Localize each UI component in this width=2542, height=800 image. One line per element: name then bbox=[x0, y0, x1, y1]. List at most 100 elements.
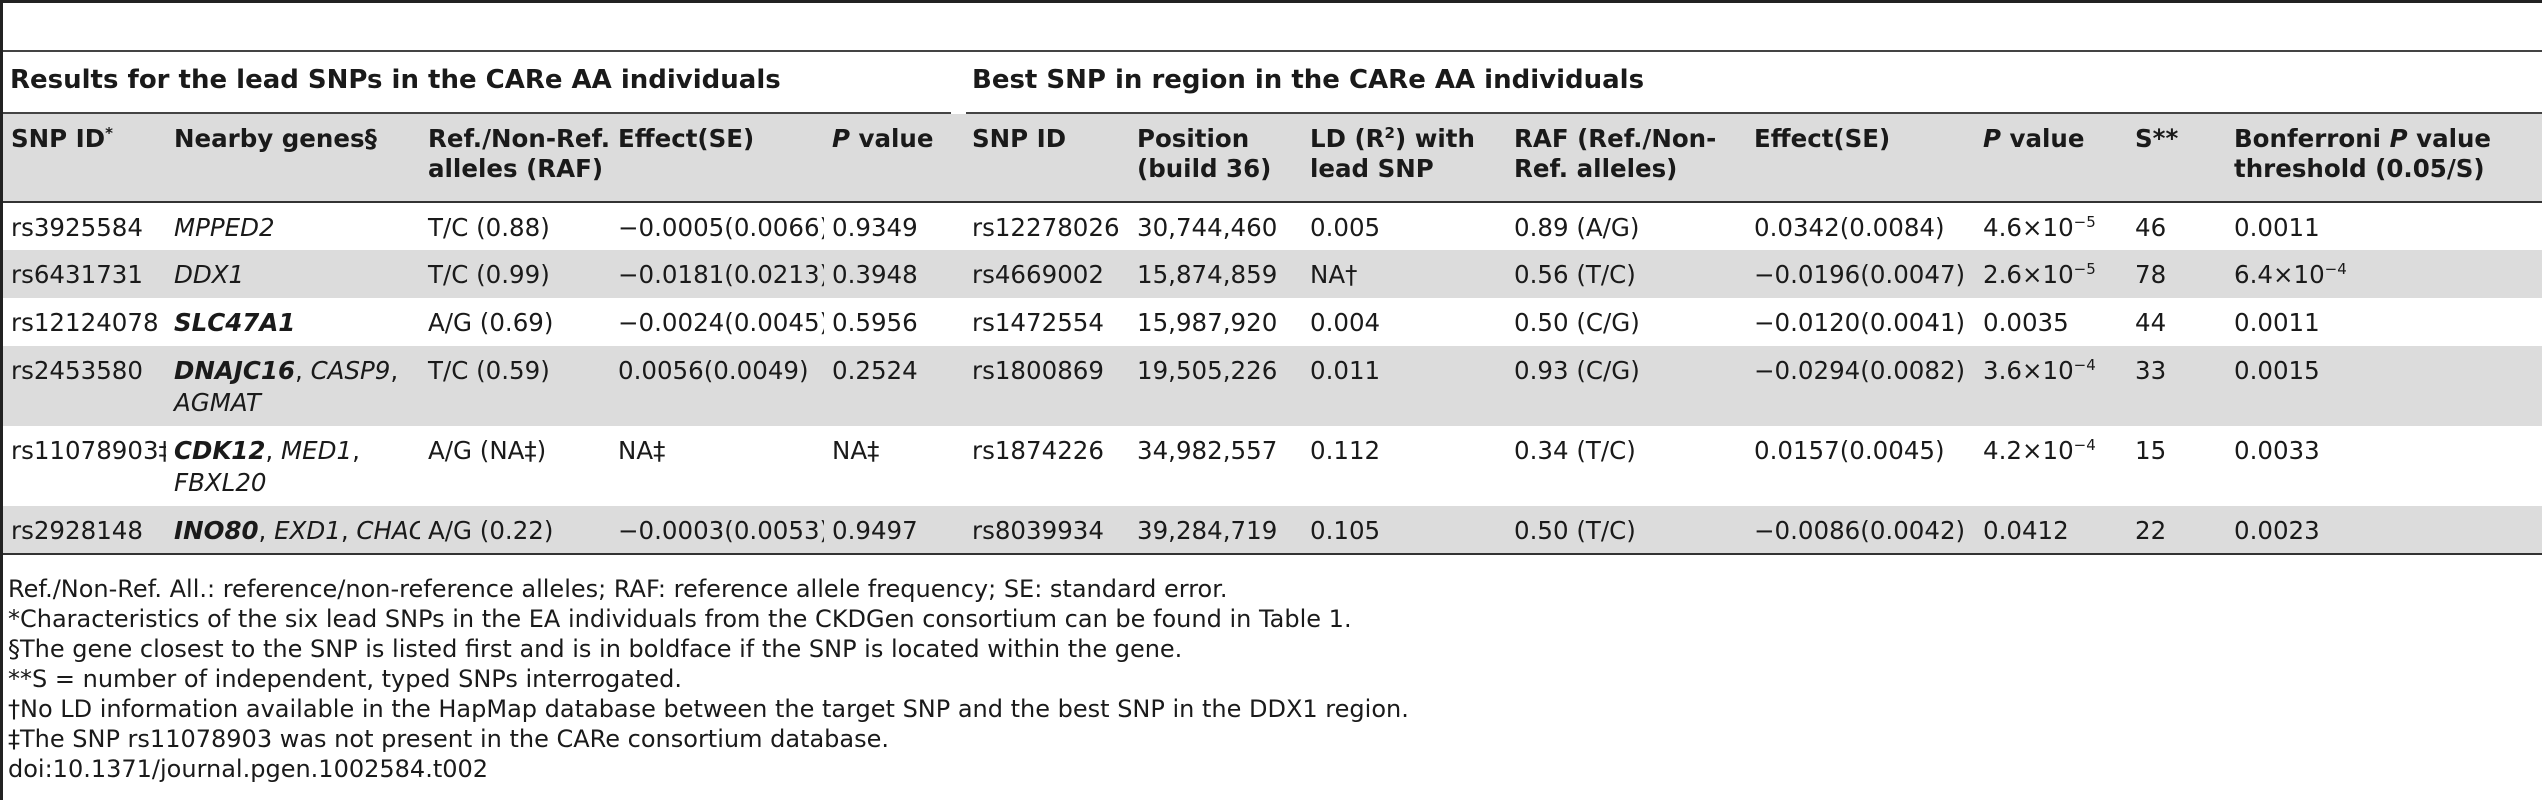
snp-id: rs2928148 bbox=[11, 516, 143, 545]
position: 34,982,557 bbox=[1137, 436, 1278, 465]
raf: 0.50 (T/C) bbox=[1514, 516, 1636, 545]
gene-name: EXD1 bbox=[274, 516, 341, 545]
s-count: 46 bbox=[2135, 213, 2167, 242]
p-value2: 3.6×10−4 bbox=[1983, 355, 2096, 385]
ld-r2: 0.004 bbox=[1310, 308, 1381, 337]
table-row: rs11078903‡ CDK12, MED1, FBXL20 A/G (NA‡) NA… bbox=[3, 426, 2542, 506]
table-top-rule bbox=[3, 50, 2542, 52]
s-count: 78 bbox=[2135, 260, 2167, 289]
snp-id: rs2453580 bbox=[11, 356, 143, 385]
raf: 0.50 (C/G) bbox=[1514, 308, 1640, 337]
col-p-value2: P value bbox=[1983, 124, 2085, 153]
col-ld: LD (R2) with lead SNP bbox=[1310, 123, 1475, 183]
ld-r2: 0.105 bbox=[1310, 516, 1381, 545]
alleles: T/C (0.99) bbox=[428, 260, 550, 289]
effect2: −0.0086(0.0042) bbox=[1754, 516, 1966, 545]
group-header-best-snp: Best SNP in region in the CARe AA indivi… bbox=[972, 65, 1645, 95]
footnote: ‡The SNP rs11078903 was not present in t… bbox=[8, 725, 890, 753]
effect: −0.0181(0.0213) bbox=[618, 260, 824, 289]
effect: 0.0056(0.0049) bbox=[618, 356, 809, 385]
raf: 0.34 (T/C) bbox=[1514, 436, 1636, 465]
gene-name: AGMAT bbox=[174, 388, 261, 417]
s-count: 22 bbox=[2135, 516, 2167, 545]
col-position: Position (build 36) bbox=[1137, 124, 1272, 183]
s-count: 44 bbox=[2135, 308, 2167, 337]
nearby-genes: DDX1 bbox=[166, 250, 420, 298]
p-value2: 4.2×10−4 bbox=[1983, 435, 2096, 465]
ld-r2: 0.011 bbox=[1310, 356, 1381, 385]
footnote: *Characteristics of the six lead SNPs in… bbox=[8, 605, 1352, 633]
alleles: A/G (0.22) bbox=[428, 516, 554, 545]
gene-name: CDK12 bbox=[174, 436, 266, 465]
raf: 0.89 (A/G) bbox=[1514, 213, 1640, 242]
p-value2: 4.6×10−5 bbox=[1983, 212, 2096, 242]
nearby-genes: INO80, EXD1, CHAC1 bbox=[166, 506, 420, 554]
col-effect: Effect(SE) bbox=[618, 124, 755, 153]
ld-r2: NA† bbox=[1310, 260, 1358, 289]
col-nearby-genes: Nearby genes§ bbox=[174, 124, 377, 153]
raf: 0.56 (T/C) bbox=[1514, 260, 1636, 289]
col-raf: RAF (Ref./Non- Ref. alleles) bbox=[1514, 124, 1717, 183]
effect: −0.0024(0.0045) bbox=[618, 308, 824, 337]
gene-name: MPPED2 bbox=[174, 213, 275, 242]
snp-id: rs3925584 bbox=[11, 213, 143, 242]
gene-name: DNAJC16 bbox=[174, 356, 295, 385]
group-header-lead-snps: Results for the lead SNPs in the CARe AA… bbox=[10, 65, 781, 95]
gene-name: DDX1 bbox=[174, 260, 245, 289]
table-row: rs12124078 SLC47A1 A/G (0.69) −0.0024(0.004… bbox=[3, 298, 2542, 346]
effect2: 0.0342(0.0084) bbox=[1754, 213, 1945, 242]
p-value2: 0.0412 bbox=[1983, 516, 2069, 545]
effect: −0.0005(0.0066) bbox=[618, 213, 824, 242]
col-p-value: P value bbox=[832, 124, 934, 153]
best-snp-id: rs12278026 bbox=[972, 213, 1120, 242]
ld-r2: 0.112 bbox=[1310, 436, 1381, 465]
best-snp-id: rs4669002 bbox=[972, 260, 1104, 289]
effect2: −0.0196(0.0047) bbox=[1754, 260, 1966, 289]
best-snp-id: rs8039934 bbox=[972, 516, 1104, 545]
p-value: 0.5956 bbox=[832, 308, 918, 337]
s-count: 15 bbox=[2135, 436, 2167, 465]
gene-name: CASP9 bbox=[310, 356, 391, 385]
col-snp-id: SNP ID* bbox=[11, 123, 113, 153]
table-row: rs2928148 INO80, EXD1, CHAC1 A/G (0.22) −0.… bbox=[3, 506, 2542, 554]
col-alleles: Ref./Non-Ref. alleles (RAF) bbox=[428, 124, 610, 183]
bonferroni-threshold: 0.0015 bbox=[2234, 356, 2320, 385]
top-border bbox=[0, 0, 2542, 3]
gene-name: CHAC1 bbox=[356, 516, 420, 545]
s-count: 33 bbox=[2135, 356, 2167, 385]
alleles: A/G (0.69) bbox=[428, 308, 554, 337]
position: 30,744,460 bbox=[1137, 213, 1278, 242]
position: 39,284,719 bbox=[1137, 516, 1278, 545]
gene-name: SLC47A1 bbox=[174, 308, 296, 337]
col-effect2: Effect(SE) bbox=[1754, 124, 1891, 153]
effect2: −0.0120(0.0041) bbox=[1754, 308, 1966, 337]
gene-name: MED1 bbox=[280, 436, 353, 465]
alleles: T/C (0.59) bbox=[428, 356, 550, 385]
bonferroni-threshold: 6.4×10−4 bbox=[2234, 259, 2347, 289]
table-row: rs6431731 DDX1 T/C (0.99) −0.0181(0.0213) 0.… bbox=[3, 250, 2542, 298]
snp-results-table: SNP ID* Nearby genes§ Ref./Non-Ref. allel… bbox=[3, 114, 2542, 555]
bonferroni-threshold: 0.0011 bbox=[2234, 213, 2320, 242]
best-snp-id: rs1800869 bbox=[972, 356, 1104, 385]
raf: 0.93 (C/G) bbox=[1514, 356, 1640, 385]
group-rule-right bbox=[966, 112, 2542, 114]
position: 19,505,226 bbox=[1137, 356, 1278, 385]
position: 15,987,920 bbox=[1137, 308, 1278, 337]
snp-id: rs6431731 bbox=[11, 260, 143, 289]
bonferroni-threshold: 0.0023 bbox=[2234, 516, 2320, 545]
table-row: rs2453580 DNAJC16, CASP9, AGMAT T/C (0.59) 0… bbox=[3, 346, 2542, 426]
header-row: SNP ID* Nearby genes§ Ref./Non-Ref. allel… bbox=[3, 114, 2542, 202]
footnotes: Ref./Non-Ref. All.: reference/non-refere… bbox=[8, 574, 1409, 784]
ld-r2: 0.005 bbox=[1310, 213, 1381, 242]
p-value: NA‡ bbox=[832, 436, 880, 465]
p-value2: 0.0035 bbox=[1983, 308, 2069, 337]
effect: −0.0003(0.0053) bbox=[618, 516, 824, 545]
snp-id: rs11078903‡ bbox=[11, 436, 166, 465]
nearby-genes: CDK12, MED1, FBXL20 bbox=[174, 436, 360, 497]
snp-id: rs12124078 bbox=[11, 308, 159, 337]
p-value: 0.3948 bbox=[832, 260, 918, 289]
gene-name: INO80 bbox=[174, 516, 259, 545]
left-border bbox=[0, 0, 3, 800]
bonferroni-threshold: 0.0011 bbox=[2234, 308, 2320, 337]
position: 15,874,859 bbox=[1137, 260, 1278, 289]
